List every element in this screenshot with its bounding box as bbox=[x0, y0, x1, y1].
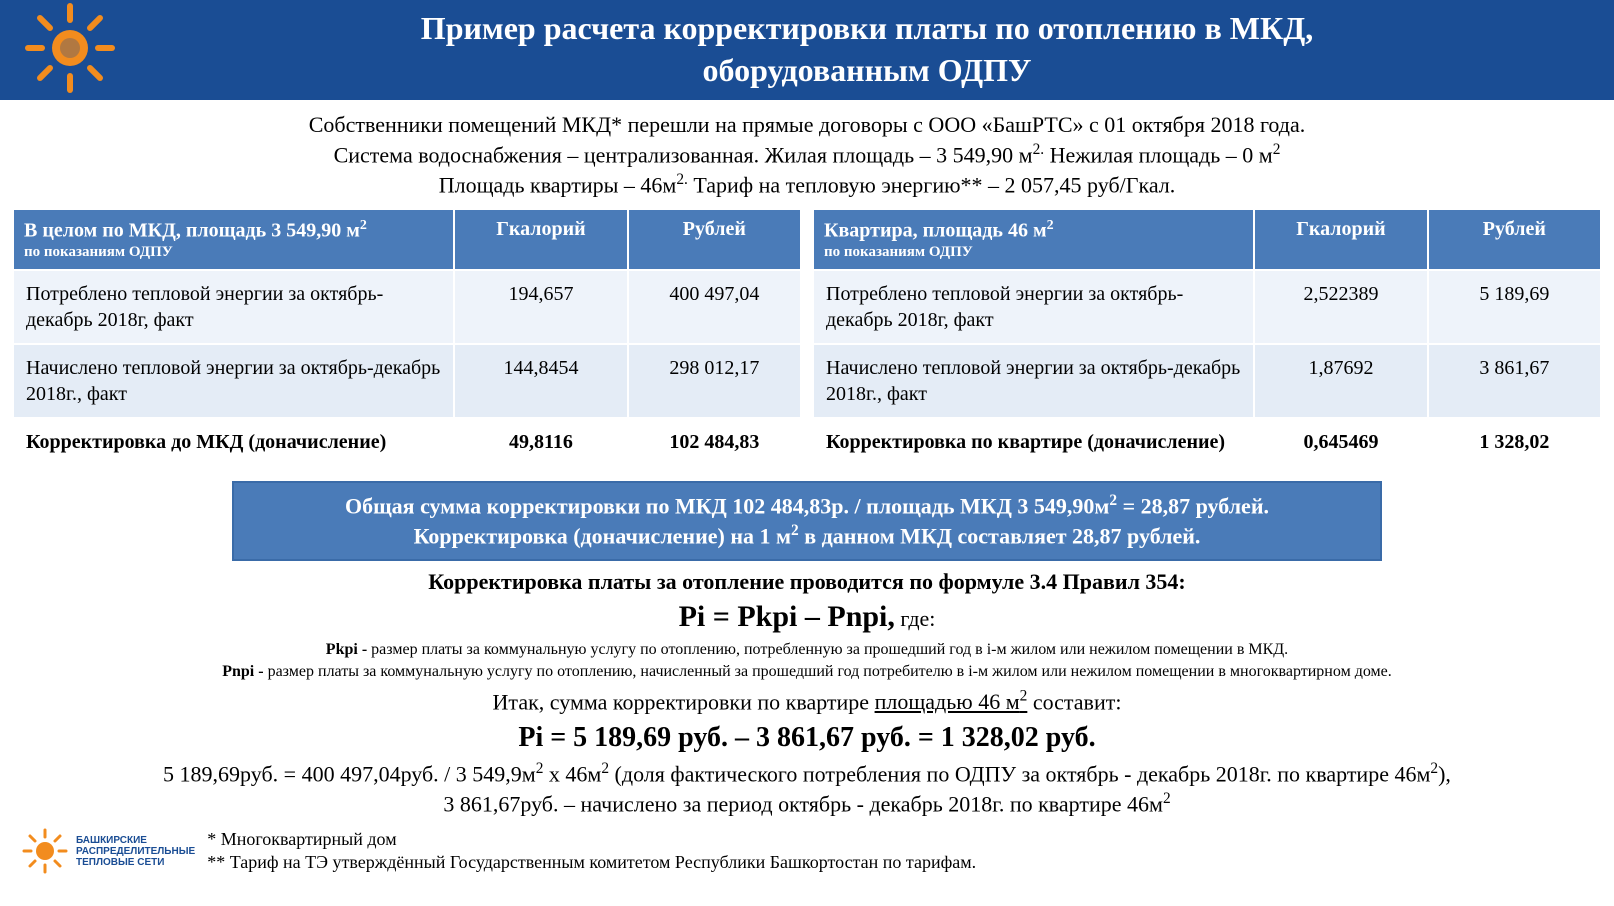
sun-icon bbox=[20, 826, 70, 876]
table-row: Потреблено тепловой энергии за октябрь-д… bbox=[13, 270, 801, 344]
calc-detail2: 3 861,67руб. – начислено за период октяб… bbox=[60, 789, 1554, 819]
header-bar: Пример расчета корректировки платы по от… bbox=[0, 0, 1614, 100]
row-label: Потреблено тепловой энергии за октябрь-д… bbox=[13, 270, 454, 344]
formula-section: Корректировка платы за отопление проводи… bbox=[0, 567, 1614, 818]
summary-box: Общая сумма корректировки по МКД 102 484… bbox=[232, 481, 1382, 561]
row-gcal: 2,522389 bbox=[1254, 270, 1427, 344]
intro-text: Собственники помещений МКД* перешли на п… bbox=[0, 100, 1614, 208]
table-row: Потреблено тепловой энергии за октябрь-д… bbox=[813, 270, 1601, 344]
table-header-row: В целом по МКД, площадь 3 549,90 м2 по п… bbox=[13, 209, 801, 271]
apt-header-title: Квартира, площадь 46 м2 по показаниям ОД… bbox=[813, 209, 1254, 271]
company-logo bbox=[20, 0, 140, 103]
formula-def-pnpi: Pnpi - размер платы за коммунальную услу… bbox=[60, 661, 1554, 683]
calc-main: Pi = 5 189,69 руб. – 3 861,67 руб. = 1 3… bbox=[60, 719, 1554, 757]
summary-line1: Общая сумма корректировки по МКД 102 484… bbox=[254, 491, 1360, 521]
title-line1: Пример расчета корректировки платы по от… bbox=[421, 10, 1313, 46]
total-rub: 1 328,02 bbox=[1428, 418, 1601, 466]
footnote-1: * Многоквартирный дом bbox=[207, 828, 976, 851]
row-rub: 298 012,17 bbox=[628, 344, 801, 418]
row-rub: 400 497,04 bbox=[628, 270, 801, 344]
col-rub: Рублей bbox=[628, 209, 801, 271]
footer-logo: БАШКИРСКИЕ РАСПРЕДЕЛИТЕЛЬНЫЕ ТЕПЛОВЫЕ СЕ… bbox=[20, 826, 195, 876]
tables-container: В целом по МКД, площадь 3 549,90 м2 по п… bbox=[0, 208, 1614, 468]
row-label: Начислено тепловой энергии за октябрь-де… bbox=[13, 344, 454, 418]
total-label: Корректировка по квартире (доначисление) bbox=[813, 418, 1254, 466]
calc-intro: Итак, сумма корректировки по квартире пл… bbox=[60, 687, 1554, 717]
row-label: Потреблено тепловой энергии за октябрь-д… bbox=[813, 270, 1254, 344]
row-rub: 3 861,67 bbox=[1428, 344, 1601, 418]
table-row: Начислено тепловой энергии за октябрь-де… bbox=[13, 344, 801, 418]
mkd-table: В целом по МКД, площадь 3 549,90 м2 по п… bbox=[12, 208, 802, 468]
row-label: Начислено тепловой энергии за октябрь-де… bbox=[813, 344, 1254, 418]
footer: БАШКИРСКИЕ РАСПРЕДЕЛИТЕЛЬНЫЕ ТЕПЛОВЫЕ СЕ… bbox=[0, 818, 1614, 876]
mkd-header-title: В целом по МКД, площадь 3 549,90 м2 по п… bbox=[13, 209, 454, 271]
col-rub: Рублей bbox=[1428, 209, 1601, 271]
footnote-2: ** Тариф на ТЭ утверждённый Государствен… bbox=[207, 851, 976, 874]
formula-main: Pi = Pkpi – Pnpi, bbox=[679, 600, 895, 633]
page-title: Пример расчета корректировки платы по от… bbox=[140, 8, 1594, 91]
formula-main-line: Pi = Pkpi – Pnpi, где: bbox=[60, 597, 1554, 638]
formula-where: где: bbox=[895, 606, 936, 631]
total-label: Корректировка до МКД (доначисление) bbox=[13, 418, 454, 466]
table-total-row: Корректировка до МКД (доначисление) 49,8… bbox=[13, 418, 801, 466]
intro-line1: Собственники помещений МКД* перешли на п… bbox=[40, 110, 1574, 140]
col-gcal: Гкалорий bbox=[454, 209, 627, 271]
col-gcal: Гкалорий bbox=[1254, 209, 1427, 271]
title-line2: оборудованным ОДПУ bbox=[703, 52, 1032, 88]
footer-brand-text: БАШКИРСКИЕ РАСПРЕДЕЛИТЕЛЬНЫЕ ТЕПЛОВЫЕ СЕ… bbox=[76, 835, 195, 868]
table-header-row: Квартира, площадь 46 м2 по показаниям ОД… bbox=[813, 209, 1601, 271]
total-gcal: 0,645469 bbox=[1254, 418, 1427, 466]
intro-line3: Площадь квартиры – 46м2. Тариф на теплов… bbox=[40, 170, 1574, 200]
sun-icon bbox=[20, 0, 120, 98]
footer-notes: * Многоквартирный дом ** Тариф на ТЭ утв… bbox=[207, 828, 976, 875]
calc-detail1: 5 189,69руб. = 400 497,04руб. / 3 549,9м… bbox=[60, 759, 1554, 789]
table-total-row: Корректировка по квартире (доначисление)… bbox=[813, 418, 1601, 466]
row-gcal: 144,8454 bbox=[454, 344, 627, 418]
apartment-table: Квартира, площадь 46 м2 по показаниям ОД… bbox=[812, 208, 1602, 468]
table-row: Начислено тепловой энергии за октябрь-де… bbox=[813, 344, 1601, 418]
total-gcal: 49,8116 bbox=[454, 418, 627, 466]
formula-def-pkpi: Pkpi - размер платы за коммунальную услу… bbox=[60, 639, 1554, 661]
row-gcal: 1,87692 bbox=[1254, 344, 1427, 418]
row-rub: 5 189,69 bbox=[1428, 270, 1601, 344]
intro-line2: Система водоснабжения – централизованная… bbox=[40, 140, 1574, 170]
summary-line2: Корректировка (доначисление) на 1 м2 в д… bbox=[254, 521, 1360, 551]
formula-intro: Корректировка платы за отопление проводи… bbox=[60, 567, 1554, 597]
total-rub: 102 484,83 bbox=[628, 418, 801, 466]
row-gcal: 194,657 bbox=[454, 270, 627, 344]
